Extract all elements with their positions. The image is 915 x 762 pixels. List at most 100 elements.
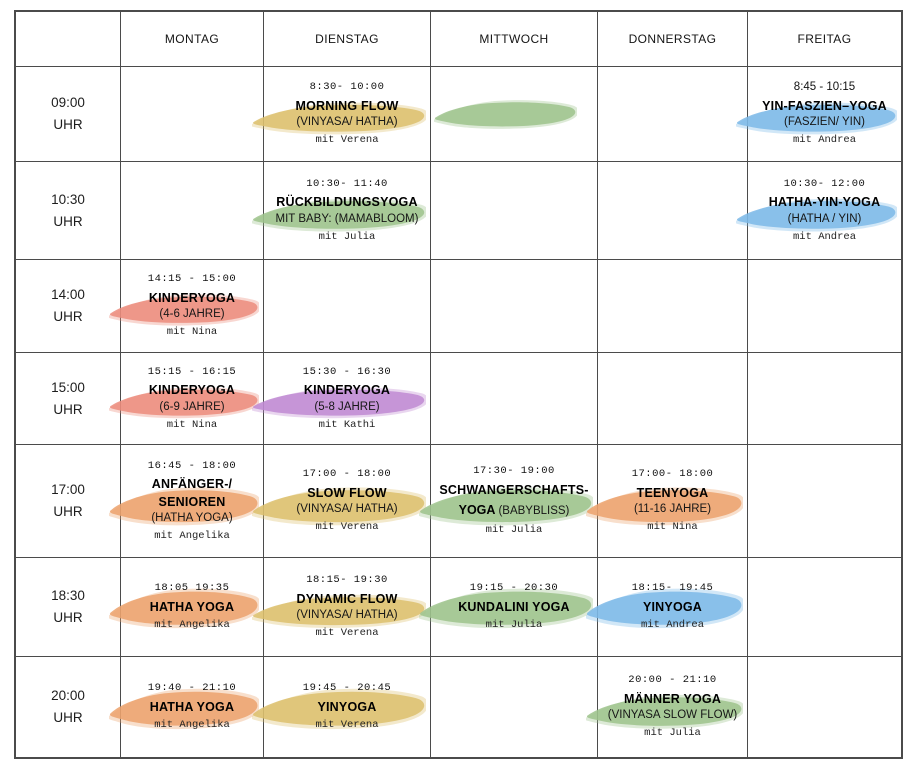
class-cell-mittwoch-0900 (431, 67, 598, 162)
class-title: SCHWANGERSCHAFTS- (439, 482, 589, 497)
class-cell-dienstag-0900: 8:30- 10:00 MORNING FLOW (VINYASA/ HATHA) m… (252, 67, 431, 162)
day-header-dienstag: DIENSTAG (264, 12, 431, 67)
time-unit-label: UHR (53, 117, 83, 132)
time-unit-label: UHR (53, 610, 83, 625)
class-title: YINYOGA (642, 599, 703, 614)
class-teacher: mit Verena (315, 134, 379, 147)
class-cell-montag-1400: 14:15 - 15:00 KINDERYOGA (4-6 JAHRE) mit Ni… (109, 260, 264, 353)
class-title: DYNAMIC FLOW (296, 591, 398, 606)
class-time: 17:00- 18:00 (631, 468, 714, 481)
class-subtitle: (4-6 JAHRE) (159, 308, 225, 321)
class-subtitle: (VINYASA/ HATHA) (296, 116, 398, 129)
class-time: 19:15 - 20:30 (469, 582, 559, 595)
class-cell-donnerstag-1830: 18:15- 19:45 YINYOGA mit Andrea (586, 558, 748, 657)
time-hour-label: 18:30 (51, 588, 85, 604)
class-cell-mittwoch-2000 (431, 657, 598, 757)
class-time: 16:45 - 18:00 (147, 459, 237, 472)
class-time: 17:30- 19:00 (473, 465, 555, 478)
class-title-line: YOGA (BABYBLISS) (459, 499, 570, 521)
class-title: SENIOREN (158, 494, 226, 509)
class-cell-mittwoch-1400 (431, 260, 598, 353)
time-hour-label: 14:00 (51, 287, 85, 303)
class-cell-mittwoch-1830: 19:15 - 20:30 KUNDALINI YOGA mit Julia (419, 558, 598, 657)
class-time: 20:00 - 21:10 (628, 674, 717, 687)
time-unit-label: UHR (53, 710, 83, 725)
class-title: YINYOGA (317, 699, 377, 714)
class-cell-montag-0900 (121, 67, 264, 162)
class-cell-donnerstag-1500 (598, 353, 748, 445)
class-cell-montag-1700: 16:45 - 18:00 ANFÄNGER-/ SENIOREN (HATHA YO… (109, 445, 264, 558)
class-cell-freitag-0900: 8:45 - 10:15 YIN-FASZIEN–YOGA (FASZIEN/ YI… (736, 67, 901, 162)
class-subtitle: (VINYASA SLOW FLOW) (607, 709, 738, 722)
class-teacher: mit Nina (647, 521, 698, 534)
class-teacher: mit Kathi (318, 418, 376, 431)
class-subtitle: (VINYASA/ HATHA) (296, 503, 398, 516)
class-title: HATHA YOGA (149, 699, 235, 714)
time-hour-label: 20:00 (51, 688, 85, 704)
day-header-donnerstag: DONNERSTAG (598, 12, 748, 67)
class-cell-montag-1030 (121, 162, 264, 260)
class-cell-freitag-2000 (748, 657, 901, 757)
time-unit-label: UHR (53, 504, 83, 519)
class-teacher: mit Angelika (154, 719, 230, 732)
class-subtitle: (HATHA / YIN) (787, 212, 862, 225)
class-title: RÜCKBILDUNGSYOGA (276, 195, 418, 210)
class-cell-dienstag-1700: 17:00 - 18:00 SLOW FLOW (VINYASA/ HATHA) mi… (252, 445, 431, 558)
class-title: KINDERYOGA (303, 383, 391, 398)
class-title: SLOW FLOW (307, 485, 387, 500)
class-cell-donnerstag-1400 (598, 260, 748, 353)
class-teacher: mit Verena (315, 627, 379, 640)
time-hour-label: 10:30 (51, 191, 85, 207)
class-time-sans: 8:45 - 10:15 (793, 81, 856, 94)
class-subtitle: (FASZIEN/ YIN) (784, 116, 865, 129)
time-cell: 17:00 UHR (16, 445, 121, 558)
class-title: TEENYOGA (636, 485, 709, 500)
class-cell-dienstag-1830: 18:15- 19:30 DYNAMIC FLOW (VINYASA/ HATHA)… (252, 558, 431, 657)
time-unit-label: UHR (53, 309, 83, 324)
class-title: KINDERYOGA (148, 383, 236, 398)
class-subtitle: (6-9 JAHRE) (159, 400, 225, 413)
class-cell-donnerstag-1700: 17:00- 18:00 TEENYOGA (11-16 JAHRE) mit Nin… (586, 445, 748, 558)
day-header-freitag: FREITAG (748, 12, 901, 67)
class-teacher: mit Julia (644, 727, 701, 740)
class-cell-dienstag-1030: 10:30- 11:40 RÜCKBILDUNGSYOGA MIT BABY: (M… (252, 162, 431, 260)
class-cell-freitag-1700 (748, 445, 901, 558)
day-header-mittwoch: MITTWOCH (431, 12, 598, 67)
class-time: 8:30- 10:00 (309, 81, 385, 94)
class-time: 15:15 - 16:15 (147, 365, 237, 378)
class-cell-montag-2000: 19:40 - 21:10 HATHA YOGA mit Angelika (109, 657, 264, 757)
time-hour-label: 17:00 (51, 482, 85, 498)
class-title: HATHA YOGA (149, 599, 235, 614)
class-teacher: mit Angelika (154, 619, 230, 632)
class-cell-dienstag-1500: 15:30 - 16:30 KINDERYOGA (5-8 JAHRE) mit Ka… (252, 353, 431, 445)
class-title: HATHA-YIN-YOGA (768, 195, 881, 210)
class-teacher: mit Verena (315, 521, 379, 534)
class-teacher: mit Julia (318, 230, 376, 243)
class-time: 19:45 - 20:45 (302, 682, 392, 695)
class-cell-dienstag-2000: 19:45 - 20:45 YINYOGA mit Verena (252, 657, 431, 757)
class-time: 17:00 - 18:00 (302, 468, 392, 481)
time-cell: 14:00 UHR (16, 260, 121, 353)
time-unit-label: UHR (53, 213, 83, 229)
class-title: YIN-FASZIEN–YOGA (762, 99, 887, 114)
corner-cell (16, 12, 121, 67)
class-cell-montag-1500: 15:15 - 16:15 KINDERYOGA (6-9 JAHRE) mit Ni… (109, 353, 264, 445)
time-unit-label: UHR (53, 401, 83, 417)
class-cell-donnerstag-1030 (598, 162, 748, 260)
schedule-table: MONTAG DIENSTAG MITTWOCH DONNERSTAG FREITAG 0… (14, 10, 903, 759)
class-cell-freitag-1030: 10:30- 12:00 HATHA-YIN-YOGA (HATHA / YIN) m… (736, 162, 901, 260)
class-title: ANFÄNGER-/ (151, 477, 233, 492)
class-teacher: mit Andrea (792, 230, 856, 243)
class-title: MORNING FLOW (295, 98, 399, 113)
class-subtitle: (5-8 JAHRE) (314, 400, 380, 413)
class-cell-mittwoch-1500 (431, 353, 598, 445)
class-teacher: mit Andrea (640, 619, 704, 632)
time-hour-label: 09:00 (51, 95, 85, 111)
time-cell: 10:30 UHR (16, 162, 121, 260)
class-time: 19:40 - 21:10 (147, 682, 237, 695)
class-teacher: mit Nina (166, 418, 218, 431)
class-teacher: mit Julia (485, 619, 543, 632)
class-time: 18:05 19:35 (154, 582, 230, 595)
class-subtitle: (HATHA YOGA) (151, 511, 233, 524)
